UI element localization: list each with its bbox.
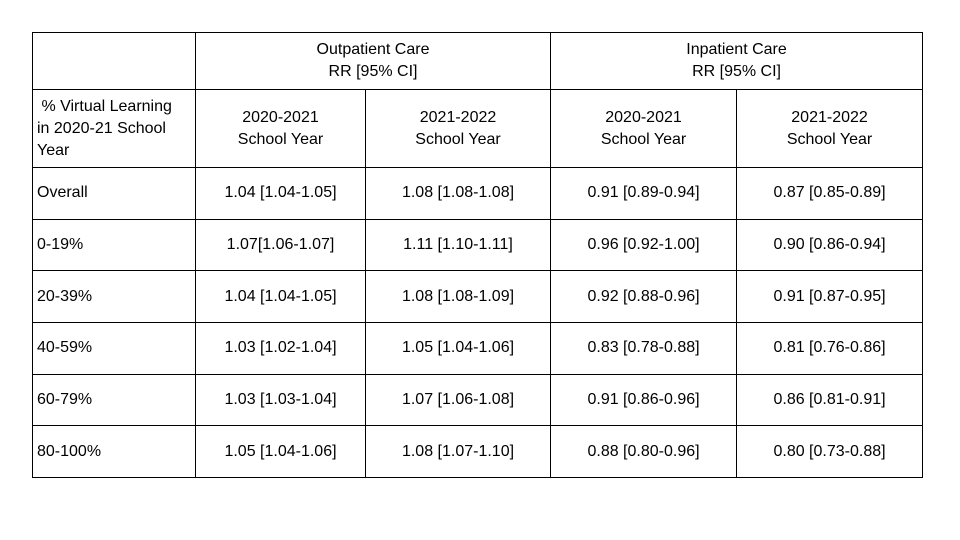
row-label: 0-19% — [32, 218, 196, 272]
header-inpatient-care: Inpatient Care RR [95% CI] — [550, 32, 924, 90]
sub-header-years: 2021-2022 — [419, 108, 497, 126]
sub-header-years: 2020-2021 — [242, 108, 319, 126]
sub-header-school-year: School Year — [415, 130, 501, 148]
group-header-measure: RR [95% CI] — [328, 63, 418, 80]
stub-header-line: Year — [37, 141, 70, 159]
table-cell: 0.91 [0.86-0.96] — [550, 373, 738, 427]
sub-header-school-year: School Year — [237, 130, 324, 148]
table-cell: 0.90 [0.86-0.94] — [736, 218, 924, 272]
table-cell: 1.03 [1.02-1.04] — [195, 321, 366, 375]
sub-header-row: % Virtual Learning in 2020-21 School Yea… — [32, 89, 924, 168]
table-cell: 0.87 [0.85-0.89] — [736, 167, 924, 220]
sub-header-school-year: School Year — [600, 130, 687, 148]
table-cell: 0.91 [0.87-0.95] — [736, 270, 924, 323]
row-label: 20-39% — [32, 270, 196, 323]
group-header-title: Outpatient Care — [316, 41, 430, 58]
sub-header-school-year: School Year — [786, 130, 873, 148]
table-cell: 1.04 [1.04-1.05] — [195, 167, 366, 220]
table-cell: 1.05 [1.04-1.06] — [364, 321, 552, 375]
table-cell: 1.05 [1.04-1.06] — [195, 425, 366, 478]
table-row: 60-79% 1.03 [1.03-1.04] 1.07 [1.06-1.08]… — [32, 373, 924, 427]
group-header-measure: RR [95% CI] — [692, 63, 781, 80]
row-label: 40-59% — [32, 321, 196, 375]
stub-header-line: % Virtual Learning — [37, 97, 172, 115]
sub-header-outpatient-2021-2022: 2021-2022 School Year — [364, 89, 552, 168]
table-row: 0-19% 1.07[1.06-1.07] 1.11 [1.10-1.11] 0… — [32, 218, 924, 272]
table-cell: 1.08 [1.08-1.08] — [364, 167, 552, 220]
table-cell: 1.11 [1.10-1.11] — [364, 218, 552, 272]
header-outpatient-care: Outpatient Care RR [95% CI] — [194, 32, 552, 90]
sub-header-outpatient-2020-2021: 2020-2021 School Year — [195, 89, 366, 168]
table-cell: 0.96 [0.92-1.00] — [550, 218, 738, 272]
table-cell: 0.83 [0.78-0.88] — [550, 321, 738, 375]
table-cell: 1.07 [1.06-1.08] — [364, 373, 552, 427]
table-cell: 0.80 [0.73-0.88] — [736, 425, 924, 478]
table-cell: 0.86 [0.81-0.91] — [736, 373, 924, 427]
table-row: Overall 1.04 [1.04-1.05] 1.08 [1.08-1.08… — [32, 167, 924, 220]
table-cell: 0.92 [0.88-0.96] — [550, 270, 738, 323]
row-label: 80-100% — [32, 425, 196, 478]
table-cell: 1.07[1.06-1.07] — [195, 218, 366, 272]
stub-header-virtual-learning: % Virtual Learning in 2020-21 School Yea… — [32, 89, 196, 168]
table-cell: 1.08 [1.08-1.09] — [364, 270, 552, 323]
group-header-row: Outpatient Care RR [95% CI] Inpatient Ca… — [32, 32, 924, 90]
sub-header-years: 2021-2022 — [791, 108, 868, 126]
row-label: 60-79% — [32, 373, 196, 427]
table-cell: 0.91 [0.89-0.94] — [550, 167, 738, 220]
row-label: Overall — [32, 167, 196, 220]
table-cell: 1.04 [1.04-1.05] — [195, 270, 366, 323]
sub-header-years: 2020-2021 — [605, 108, 682, 126]
sub-header-inpatient-2020-2021: 2020-2021 School Year — [550, 89, 738, 168]
table-cell: 1.03 [1.03-1.04] — [195, 373, 366, 427]
table-cell: 0.81 [0.76-0.86] — [736, 321, 924, 375]
table-row: 40-59% 1.03 [1.02-1.04] 1.05 [1.04-1.06]… — [32, 321, 924, 375]
table-cell: 0.88 [0.80-0.96] — [550, 425, 738, 478]
corner-cell — [32, 32, 196, 90]
stub-header-line: in 2020-21 School — [37, 119, 166, 137]
table-cell: 1.08 [1.07-1.10] — [364, 425, 552, 478]
group-header-title: Inpatient Care — [686, 41, 787, 58]
sub-header-inpatient-2021-2022: 2021-2022 School Year — [736, 89, 924, 168]
table-row: 20-39% 1.04 [1.04-1.05] 1.08 [1.08-1.09]… — [32, 270, 924, 323]
table-row: 80-100% 1.05 [1.04-1.06] 1.08 [1.07-1.10… — [32, 425, 924, 478]
relative-risk-table: Outpatient Care RR [95% CI] Inpatient Ca… — [32, 32, 924, 478]
